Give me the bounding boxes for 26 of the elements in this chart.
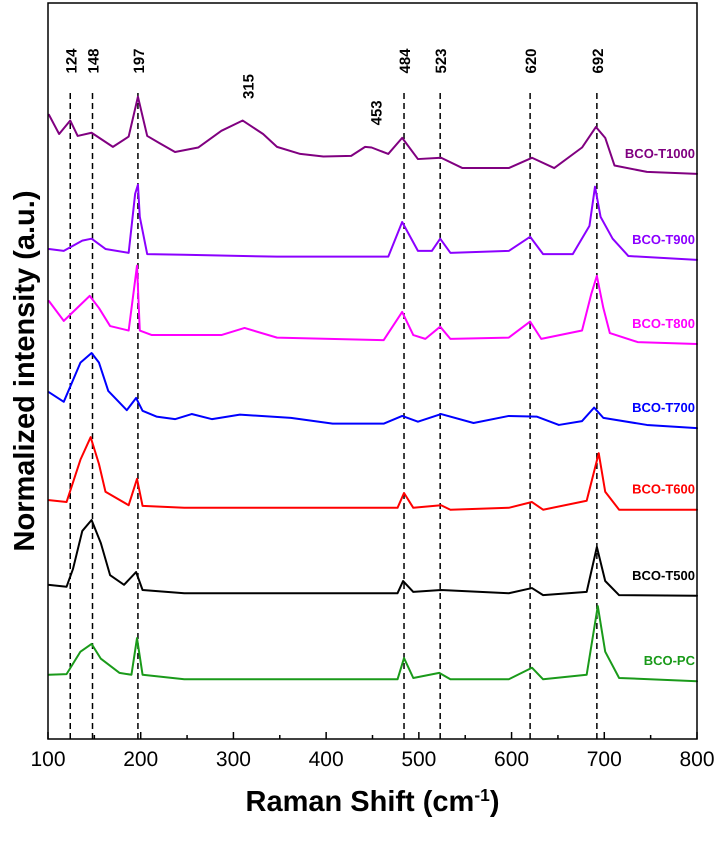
x-tick-label: 600	[494, 748, 530, 771]
x-tick-label: 300	[216, 748, 251, 771]
ref-line-label: 148	[86, 48, 103, 74]
x-tick-label: 800	[679, 748, 715, 771]
series-label: BCO-T800	[632, 316, 695, 332]
series-label: BCO-T500	[632, 568, 695, 583]
ref-line-label: 124	[63, 48, 80, 74]
series-label: BCO-T700	[632, 400, 695, 416]
annotation: 315	[240, 74, 258, 100]
ref-line-label: 692	[590, 48, 607, 74]
ref-line-label: 523	[433, 48, 450, 74]
series-label: BCO-T900	[632, 232, 695, 247]
x-tick-label: 500	[401, 748, 436, 771]
x-tick-label: 100	[30, 748, 66, 771]
series-label: BCO-PC	[644, 653, 696, 668]
x-tick-label: 400	[308, 748, 344, 771]
ref-line-label: 197	[130, 48, 148, 74]
annotation: 453	[368, 100, 386, 126]
series-label: BCO-T1000	[624, 146, 695, 161]
x-tick-label: 700	[586, 748, 622, 771]
x-axis-title: Raman Shift (cm$^{-1}$)	[246, 785, 500, 818]
series-label: BCO-T600	[632, 482, 695, 497]
y-axis-title: Normalized intensity (a.u.)	[9, 190, 41, 552]
x-tick-label: 200	[123, 748, 158, 771]
ref-line-label: 620	[523, 48, 540, 74]
ref-line-label: 484	[397, 48, 414, 74]
